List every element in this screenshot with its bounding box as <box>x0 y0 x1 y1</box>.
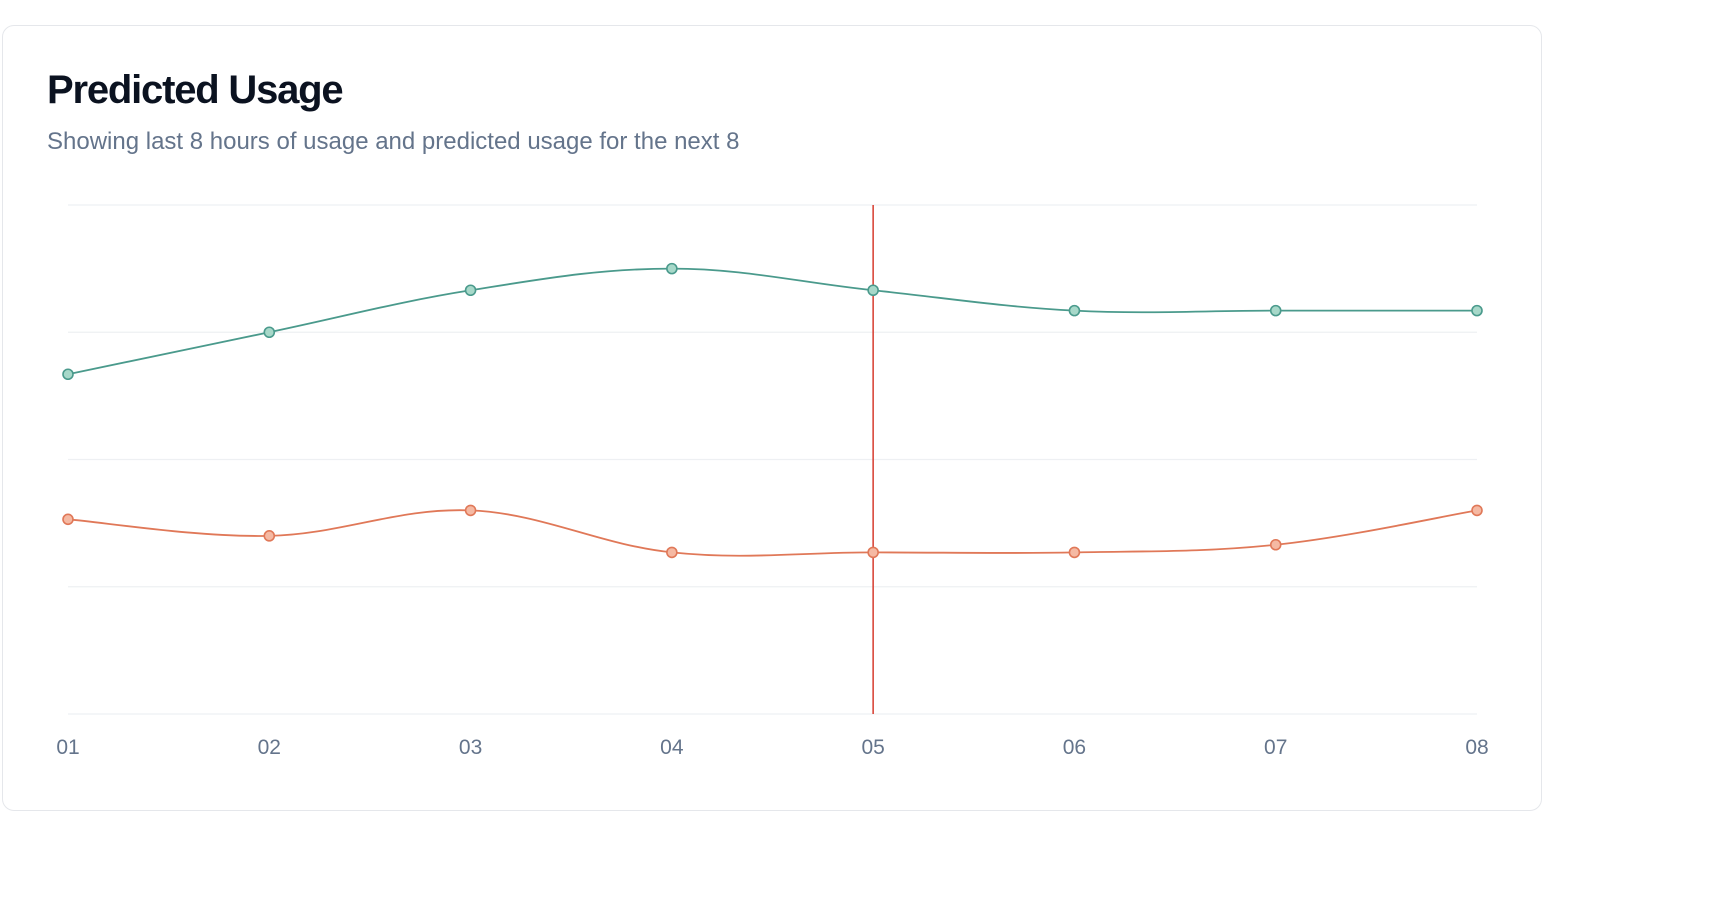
series-2-point-03[interactable] <box>464 504 477 517</box>
series-1-line <box>67 267 1477 376</box>
series-2-line <box>67 509 1478 557</box>
series-1-point-08[interactable] <box>1471 304 1483 317</box>
x-axis: 01 02 03 04 05 06 07 08 <box>56 736 1488 759</box>
series-1-point-05[interactable] <box>867 284 879 297</box>
x-tick-label-06: 06 <box>1063 736 1086 759</box>
series-1-point-03[interactable] <box>464 284 477 297</box>
series-2-point-01[interactable] <box>62 513 74 526</box>
series-2-point-04[interactable] <box>666 546 678 559</box>
x-tick-label-05: 05 <box>861 736 884 759</box>
series-1-point-07[interactable] <box>1269 304 1282 317</box>
series-2-point-06[interactable] <box>1068 546 1081 559</box>
card-subtitle: Showing last 8 hours of usage and predic… <box>47 128 740 155</box>
series-2-point-08[interactable] <box>1471 504 1483 517</box>
series-1-point-04[interactable] <box>666 262 678 275</box>
usage-line-chart: 01 02 03 04 05 06 07 08 <box>56 204 1489 759</box>
series-2-point-05[interactable] <box>867 546 879 559</box>
series-2-point-07[interactable] <box>1269 538 1282 551</box>
x-tick-label-04: 04 <box>660 736 684 759</box>
x-tick-label-08: 08 <box>1465 736 1488 759</box>
predicted-usage-card: Predicted Usage Showing last 8 hours of … <box>2 25 1542 811</box>
series-1-point-02[interactable] <box>263 326 276 339</box>
card-title: Predicted Usage <box>47 68 344 112</box>
chart-gridlines <box>68 204 1477 715</box>
chart-series-layer <box>62 262 1483 559</box>
series-1-point-01[interactable] <box>62 368 74 381</box>
x-tick-label-03: 03 <box>459 736 482 759</box>
x-tick-label-07: 07 <box>1264 736 1287 759</box>
x-tick-label-02: 02 <box>258 736 281 759</box>
x-tick-label-01: 01 <box>56 736 79 759</box>
series-2-point-02[interactable] <box>263 530 276 542</box>
series-1-point-06[interactable] <box>1068 304 1081 317</box>
